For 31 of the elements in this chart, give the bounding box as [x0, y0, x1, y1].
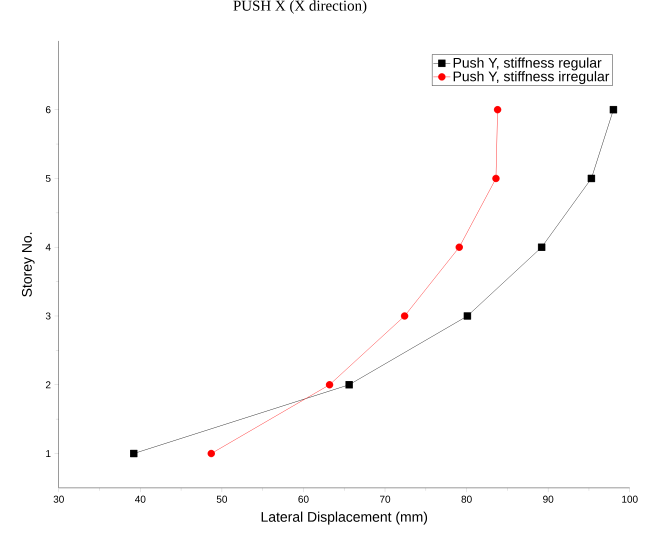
point: [588, 174, 596, 182]
y-tick-label: 1: [46, 450, 50, 457]
legend-label: Push Y, stiffness irregular: [454, 71, 610, 84]
x-tick-label: 80: [461, 496, 472, 503]
chart-title: PUSH X (X direction): [233, 0, 366, 14]
point: [400, 312, 408, 320]
point: [130, 450, 138, 458]
x-tick-label: 60: [298, 496, 309, 503]
x-tick-label: 30: [54, 496, 64, 503]
y-tick-label: 3: [46, 312, 51, 320]
y-tick-label: 6: [46, 106, 51, 114]
point: [492, 174, 500, 182]
y-tick-label: 4: [46, 244, 51, 251]
x-axis-title: Lateral Displacement (mm): [262, 512, 428, 525]
point: [326, 381, 334, 388]
y-tick-label: 2: [46, 381, 50, 388]
point: [494, 106, 502, 114]
point: [208, 450, 215, 458]
x-tick-label: 90: [543, 496, 554, 503]
point: [456, 244, 463, 251]
x-tick-label: 70: [380, 496, 390, 503]
y-axis-title: Storey No.: [22, 232, 35, 297]
point: [610, 106, 618, 114]
x-tick-label: 50: [216, 496, 228, 503]
y-tick-label: 5: [46, 174, 51, 182]
legend-label: Push Y, stiffness regular: [454, 58, 602, 71]
point: [464, 312, 472, 320]
point: [345, 381, 353, 388]
x-tick-label: 40: [135, 496, 146, 503]
point: [538, 244, 546, 251]
x-tick-label: 100: [622, 496, 638, 503]
